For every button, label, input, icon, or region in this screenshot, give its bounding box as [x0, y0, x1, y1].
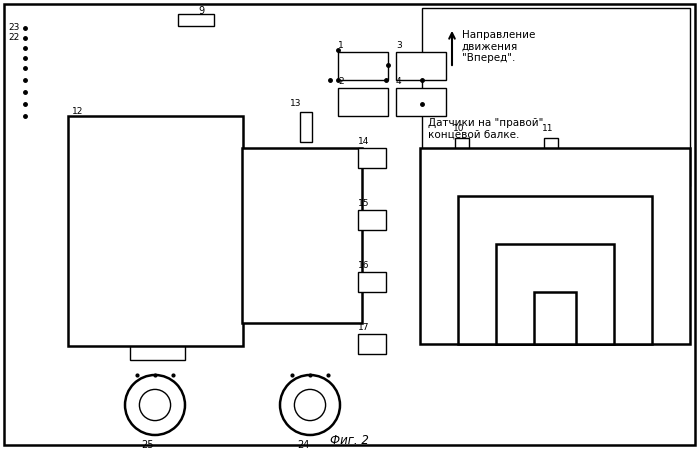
Text: 16: 16 — [358, 261, 370, 270]
Bar — [318, 210, 330, 232]
Bar — [458, 196, 652, 344]
Circle shape — [294, 390, 326, 420]
Text: 13: 13 — [290, 99, 301, 108]
Circle shape — [125, 375, 185, 435]
Text: 2: 2 — [338, 77, 344, 86]
Text: 19: 19 — [310, 196, 322, 205]
Text: 17: 17 — [358, 323, 370, 332]
Text: 21: 21 — [160, 306, 171, 315]
Text: 20: 20 — [310, 261, 322, 270]
Bar — [242, 148, 362, 323]
Bar — [178, 14, 214, 26]
Text: 18: 18 — [220, 146, 231, 155]
Bar — [534, 292, 576, 344]
Bar — [338, 88, 388, 116]
Bar — [130, 310, 185, 360]
Bar — [422, 8, 690, 186]
Text: 9: 9 — [198, 6, 204, 16]
Bar — [358, 272, 386, 292]
Bar — [358, 210, 386, 230]
Bar — [228, 160, 240, 182]
Text: 23: 23 — [8, 24, 20, 33]
Text: 25: 25 — [142, 440, 154, 450]
Bar — [68, 116, 243, 346]
Circle shape — [139, 390, 171, 420]
Bar — [358, 334, 386, 354]
Text: 3: 3 — [396, 41, 402, 50]
Text: 14: 14 — [358, 137, 369, 146]
Text: 12: 12 — [72, 107, 83, 116]
Bar — [358, 148, 386, 168]
Bar — [396, 52, 446, 80]
Bar — [338, 52, 388, 80]
Bar — [318, 275, 330, 297]
Bar — [544, 138, 558, 166]
Text: 10: 10 — [453, 124, 465, 133]
Text: Направление
движения
"Вперед".: Направление движения "Вперед". — [462, 30, 535, 63]
Text: 22: 22 — [8, 34, 20, 43]
Bar — [420, 148, 690, 344]
Text: 11: 11 — [542, 124, 554, 133]
Bar — [496, 244, 614, 344]
Bar — [86, 120, 98, 150]
Text: 15: 15 — [358, 199, 370, 208]
Text: 1: 1 — [338, 41, 344, 50]
Text: 24: 24 — [297, 440, 309, 450]
Bar — [455, 138, 469, 166]
Text: Фиг. 2: Фиг. 2 — [329, 434, 368, 447]
Bar — [300, 112, 312, 142]
Bar — [396, 88, 446, 116]
Text: Датчики на "правой"
концевой балке.: Датчики на "правой" концевой балке. — [428, 118, 543, 140]
Bar — [168, 320, 180, 342]
Circle shape — [280, 375, 340, 435]
Text: 4: 4 — [396, 77, 402, 86]
